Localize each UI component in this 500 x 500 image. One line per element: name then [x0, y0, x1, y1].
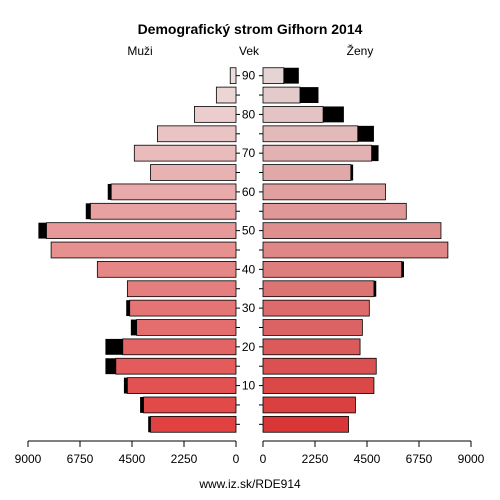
male-bar-90+	[229, 67, 237, 85]
male-excess-5-9	[140, 397, 144, 413]
x-tick-label-right-2250: 2250	[302, 452, 329, 466]
chart-title: Demografický strom Gifhorn 2014	[138, 21, 363, 37]
females-label: Ženy	[347, 43, 374, 58]
female-bar-80-84	[262, 106, 324, 123]
female-excess-65-69	[350, 164, 354, 181]
footer-url[interactable]: www.iz.sk/RDE914	[198, 477, 301, 491]
female-excess-70-74	[371, 145, 379, 162]
x-tick-label-left-6750: 6750	[67, 452, 94, 466]
x-tick-label-right-0: 0	[260, 452, 267, 466]
female-bar-55-59	[262, 202, 407, 220]
female-bar-40-44	[262, 261, 403, 278]
female-bar-85-89	[262, 86, 301, 104]
female-excess-80-84	[323, 106, 344, 123]
x-tick-label-left-2250: 2250	[171, 452, 198, 466]
axes-group: 10 20 30 40 50 60 70 80 90 9000 6750 4500 2250 0 0 2250…	[15, 69, 485, 466]
female-excess-75-79	[357, 125, 374, 142]
female-bar-30-34	[262, 299, 370, 317]
age-label-50: 50	[242, 224, 256, 238]
x-tick-label-left-9000: 9000	[15, 452, 42, 466]
male-bar-25-29	[136, 319, 237, 336]
male-bar-15-19	[115, 357, 237, 375]
age-label-10: 10	[242, 379, 256, 393]
female-bar-20-24	[262, 338, 361, 356]
female-bar-75-79	[262, 125, 359, 143]
x-tick-label-right-9000: 9000	[458, 452, 485, 466]
female-bar-60-64	[262, 183, 386, 201]
male-excess-30-34	[126, 300, 130, 317]
female-bar-5-9	[262, 396, 356, 414]
male-bar-45-49	[50, 241, 237, 259]
male-bar-80-84	[193, 106, 237, 123]
female-excess-40-44	[401, 261, 404, 278]
age-axis-label: Vek	[239, 44, 260, 58]
female-bar-50-54	[262, 222, 442, 239]
x-tick-label-left-4500: 4500	[119, 452, 146, 466]
female-bar-70-74	[262, 144, 373, 162]
age-label-90: 90	[242, 69, 256, 83]
female-bar-65-69	[262, 164, 352, 181]
age-label-40: 40	[242, 262, 256, 276]
male-bar-75-79	[157, 125, 237, 143]
female-excess-90+	[283, 67, 299, 84]
x-tick-label-right-6750: 6750	[406, 452, 433, 466]
female-excess-35-39	[373, 280, 377, 297]
female-bar-0-4	[262, 415, 349, 433]
female-bar-15-19	[262, 357, 377, 375]
male-bar-70-74	[133, 144, 237, 162]
female-bar-35-39	[262, 280, 375, 298]
age-label-30: 30	[242, 301, 256, 315]
male-bar-5-9	[143, 396, 237, 414]
age-label-80: 80	[242, 107, 256, 121]
male-bar-35-39	[126, 280, 237, 298]
x-tick-label-right-4500: 4500	[354, 452, 381, 466]
bars-group	[38, 67, 449, 433]
age-label-20: 20	[242, 340, 256, 354]
male-excess-50-54	[38, 222, 47, 239]
male-bar-65-69	[150, 164, 237, 181]
female-bar-25-29	[262, 319, 363, 336]
male-bar-20-24	[122, 338, 237, 356]
male-excess-55-59	[85, 203, 91, 220]
male-excess-60-64	[107, 183, 112, 200]
male-bar-50-54	[46, 222, 237, 239]
male-excess-10-14	[123, 377, 128, 394]
male-excess-0-4	[148, 416, 151, 433]
male-bar-10-14	[126, 377, 237, 394]
female-bar-45-49	[262, 241, 449, 259]
males-label: Muži	[127, 44, 152, 58]
male-bar-85-89	[215, 86, 237, 104]
male-bar-0-4	[150, 415, 237, 433]
male-bar-60-64	[110, 183, 237, 201]
female-bar-10-14	[262, 377, 375, 394]
male-bar-30-34	[129, 299, 237, 317]
male-excess-15-19	[105, 358, 116, 375]
male-bar-55-59	[90, 202, 237, 220]
female-excess-85-89	[299, 87, 319, 103]
female-bar-90+	[262, 67, 285, 85]
age-label-70: 70	[242, 146, 256, 160]
age-label-60: 60	[242, 185, 256, 199]
male-bar-40-44	[96, 261, 237, 278]
x-tick-label-left-0: 0	[233, 452, 240, 466]
male-excess-20-24	[105, 338, 123, 355]
male-excess-25-29	[130, 319, 137, 336]
